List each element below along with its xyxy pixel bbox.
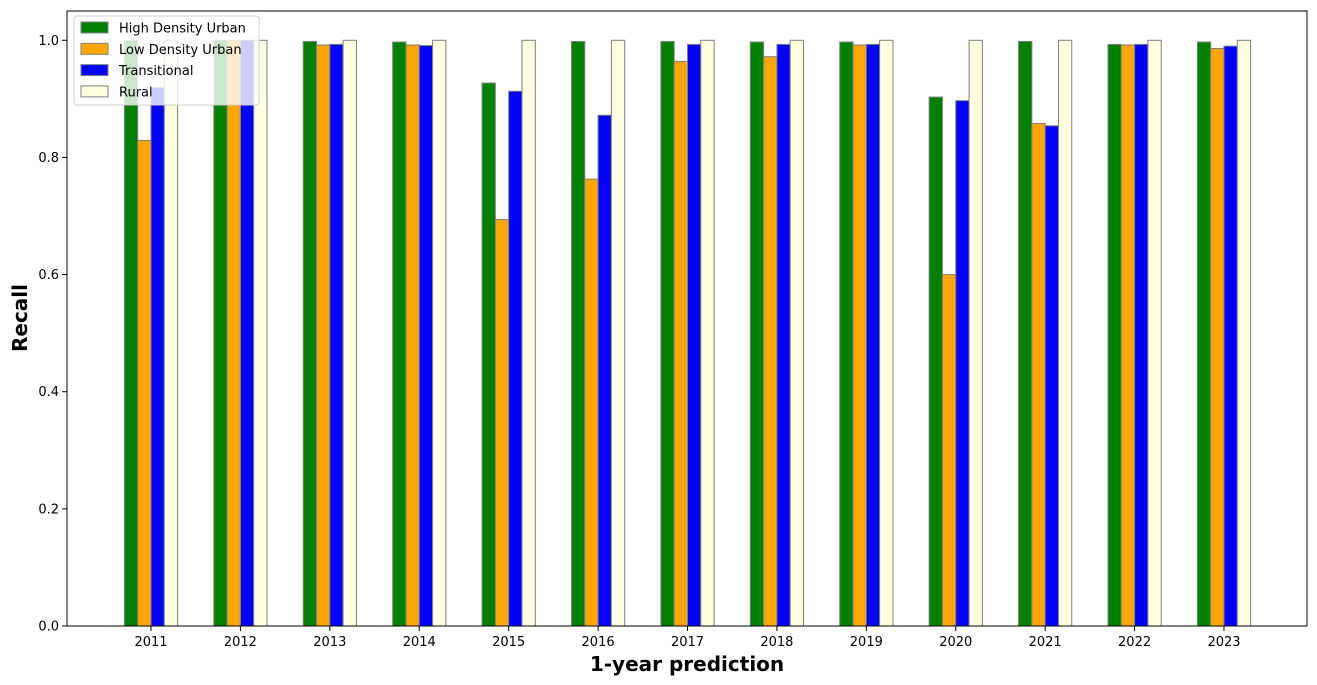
legend-swatch (80, 64, 109, 77)
bar-low-density-urban-2020 (941, 274, 957, 627)
bar-rural-2022 (1147, 39, 1162, 627)
bar-low-density-urban-2017 (673, 60, 689, 627)
bar-transitional-2014 (418, 45, 434, 627)
bar-low-density-urban-2023 (1210, 47, 1225, 627)
bar-high-density-urban-2011 (123, 39, 139, 627)
bar-high-density-urban-2020 (928, 96, 943, 627)
bar-high-density-urban-2016 (570, 40, 586, 627)
bar-transitional-2019 (865, 43, 881, 627)
bar-rural-2012 (253, 39, 268, 627)
bar-low-density-urban-2016 (584, 178, 599, 627)
x-tick-label: 2018 (760, 635, 793, 650)
legend-swatch (80, 21, 109, 34)
bar-high-density-urban-2015 (481, 82, 496, 627)
bar-low-density-urban-2019 (852, 44, 867, 627)
legend: High Density Urban Low Density Urban Trans… (73, 15, 260, 106)
y-tick-label: 0.0 (38, 620, 59, 635)
bar-transitional-2013 (329, 43, 344, 627)
x-tick-label: 2020 (939, 635, 972, 650)
x-tick-label: 2022 (1118, 635, 1151, 650)
bar-transitional-2018 (776, 43, 791, 627)
bar-rural-2015 (521, 39, 536, 627)
bar-high-density-urban-2014 (392, 41, 407, 627)
bar-transitional-2021 (1044, 125, 1059, 627)
y-tick-label: 0.2 (38, 502, 59, 517)
y-tick-label: 0.6 (38, 268, 59, 283)
bar-transitional-2020 (955, 100, 970, 627)
x-tick-label: 2016 (582, 635, 615, 650)
bar-high-density-urban-2023 (1196, 41, 1212, 627)
bar-high-density-urban-2012 (213, 39, 228, 627)
bar-low-density-urban-2013 (316, 44, 331, 627)
bar-transitional-2015 (508, 90, 523, 627)
bar-rural-2019 (879, 39, 894, 627)
bar-rural-2016 (610, 39, 626, 627)
bar-rural-2013 (342, 39, 357, 627)
x-tick-label: 2013 (313, 635, 346, 650)
x-tick-label: 2011 (134, 635, 167, 650)
bar-high-density-urban-2021 (1018, 40, 1033, 627)
x-tick-label: 2015 (492, 635, 525, 650)
x-tick-label: 2023 (1207, 635, 1240, 650)
bar-high-density-urban-2019 (839, 41, 854, 627)
legend-box (73, 15, 260, 106)
bar-rural-2020 (968, 39, 983, 627)
bar-transitional-2011 (150, 87, 165, 627)
bar-transitional-2016 (597, 114, 612, 627)
bar-transitional-2012 (239, 39, 255, 627)
x-tick-label: 2021 (1029, 635, 1062, 650)
bar-rural-2017 (700, 39, 715, 627)
x-tick-label: 2019 (850, 635, 883, 650)
axes-layer: 0.0 0.2 0.4 0.6 0.8 1.0 2011 2012 2013 2014 2015 20… (38, 10, 1308, 650)
x-axis-label: 1-year prediction (590, 652, 784, 676)
y-tick-label: 1.0 (38, 34, 59, 49)
bar-rural-2018 (789, 39, 805, 627)
bars-layer (123, 39, 1252, 627)
legend-label: Rural (119, 85, 153, 100)
bar-rural-2023 (1236, 39, 1252, 627)
bar-rural-2014 (432, 39, 447, 627)
bar-high-density-urban-2017 (660, 40, 675, 627)
bar-rural-2011 (163, 39, 179, 627)
legend-swatch (80, 85, 109, 98)
bar-low-density-urban-2014 (405, 44, 420, 627)
x-tick-label: 2012 (224, 635, 257, 650)
legend-label: Low Density Urban (119, 43, 242, 58)
bar-low-density-urban-2011 (137, 139, 152, 627)
legend-label: High Density Urban (119, 22, 246, 37)
y-axis-label: Recall (8, 284, 32, 352)
bar-high-density-urban-2013 (302, 40, 318, 627)
bar-transitional-2023 (1223, 45, 1238, 627)
bar-transitional-2017 (687, 43, 702, 627)
bar-rural-2021 (1057, 39, 1073, 627)
legend-swatch (80, 42, 109, 55)
x-tick-label: 2017 (671, 635, 704, 650)
bar-high-density-urban-2018 (749, 41, 765, 627)
bar-low-density-urban-2021 (1031, 122, 1046, 627)
bar-low-density-urban-2022 (1120, 44, 1136, 627)
bar-low-density-urban-2012 (226, 39, 241, 627)
bar-low-density-urban-2015 (494, 219, 510, 627)
legend-label: Transitional (118, 64, 193, 79)
bar-transitional-2022 (1134, 43, 1149, 627)
y-tick-label: 0.8 (38, 151, 59, 166)
y-tick-label: 0.4 (38, 385, 59, 400)
bar-high-density-urban-2022 (1107, 43, 1122, 627)
x-tick-label: 2014 (403, 635, 436, 650)
bar-low-density-urban-2018 (763, 56, 778, 627)
